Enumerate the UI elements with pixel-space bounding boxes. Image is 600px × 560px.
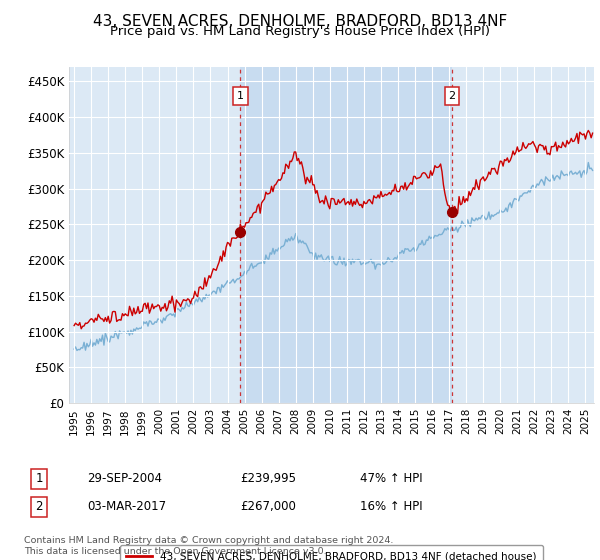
Text: £239,995: £239,995: [240, 472, 296, 486]
Text: Price paid vs. HM Land Registry's House Price Index (HPI): Price paid vs. HM Land Registry's House …: [110, 25, 490, 38]
Legend: 43, SEVEN ACRES, DENHOLME, BRADFORD, BD13 4NF (detached house), HPI: Average pri: 43, SEVEN ACRES, DENHOLME, BRADFORD, BD1…: [120, 545, 543, 560]
Text: £267,000: £267,000: [240, 500, 296, 514]
Text: 47% ↑ HPI: 47% ↑ HPI: [360, 472, 422, 486]
Text: 29-SEP-2004: 29-SEP-2004: [87, 472, 162, 486]
Text: 1: 1: [237, 91, 244, 101]
Text: 43, SEVEN ACRES, DENHOLME, BRADFORD, BD13 4NF: 43, SEVEN ACRES, DENHOLME, BRADFORD, BD1…: [93, 14, 507, 29]
Text: 1: 1: [35, 472, 43, 486]
Text: 2: 2: [448, 91, 455, 101]
Text: 03-MAR-2017: 03-MAR-2017: [87, 500, 166, 514]
Text: 2: 2: [35, 500, 43, 514]
Text: Contains HM Land Registry data © Crown copyright and database right 2024.
This d: Contains HM Land Registry data © Crown c…: [24, 536, 394, 556]
Bar: [241, 67, 452, 403]
Text: 16% ↑ HPI: 16% ↑ HPI: [360, 500, 422, 514]
